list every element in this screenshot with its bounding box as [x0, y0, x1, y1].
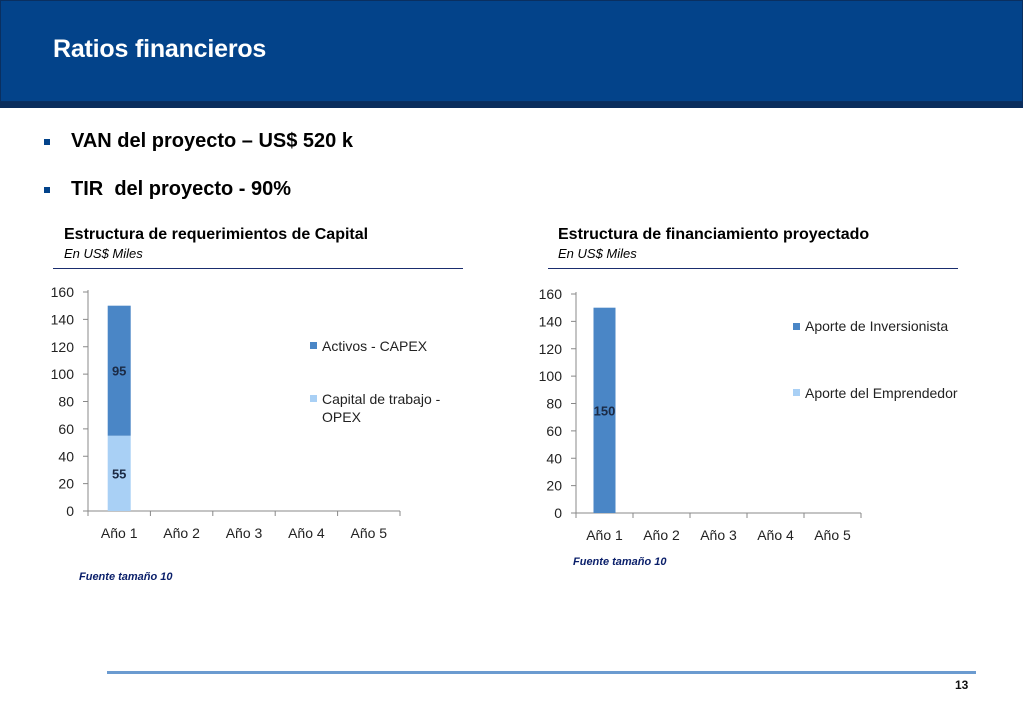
y-tick-label: 80 [546, 396, 562, 412]
legend-label: Aporte de Inversionista [805, 318, 948, 334]
bullet-square-icon [44, 187, 50, 193]
x-tick-label: Año 1 [101, 525, 138, 541]
panel-rule-right [548, 268, 958, 269]
page-number: 13 [955, 678, 969, 692]
x-tick-label: Año 3 [226, 525, 263, 541]
y-tick-label: 140 [51, 311, 75, 327]
y-tick-label: 20 [546, 478, 562, 494]
data-label: 95 [112, 364, 126, 379]
bar-segment [593, 307, 616, 513]
y-tick-label: 120 [51, 339, 75, 355]
source-note-left: Fuente tamaño 10 [79, 571, 173, 583]
header-underline [0, 102, 1023, 108]
y-tick-label: 60 [546, 423, 562, 439]
bar-segment [107, 305, 131, 436]
x-tick-label: Año 2 [163, 525, 200, 541]
y-tick-label: 60 [58, 421, 74, 437]
y-tick-label: 100 [539, 368, 563, 384]
legend-swatch [793, 323, 800, 330]
y-tick-label: 80 [58, 394, 74, 410]
chart-subtitle-left: En US$ Miles [64, 246, 143, 261]
x-tick-label: Año 2 [643, 527, 680, 543]
y-tick-label: 120 [539, 341, 563, 357]
x-tick-label: Año 4 [757, 527, 794, 543]
legend-swatch [793, 389, 800, 396]
y-tick-label: 140 [539, 313, 563, 329]
footer-rule [107, 671, 976, 674]
bar-segment [107, 435, 131, 511]
source-note-right: Fuente tamaño 10 [573, 556, 667, 568]
chart-capital-requirements: 0 20 40 60 80 100 120 140 160 Año 1 Año 2 Año 3 Año … [51, 284, 441, 541]
y-tick-label: 0 [554, 505, 562, 521]
legend-label: Capital de trabajo -OPEX [322, 391, 441, 425]
data-label: 150 [594, 403, 616, 418]
legend-swatch [310, 395, 317, 402]
x-tick-label: Año 5 [814, 527, 851, 543]
data-label: 55 [112, 466, 126, 481]
bullet-square-icon [44, 139, 50, 145]
y-tick-label: 160 [51, 284, 75, 300]
y-tick-label: 40 [546, 450, 562, 466]
legend-swatch [310, 342, 317, 349]
chart-financing-structure: 0 20 40 60 80 100 120 140 160 Año 1 Año 2 Año 3 Año … [539, 286, 958, 543]
legend-label: Activos - CAPEX [322, 338, 428, 354]
x-tick-label: Año 3 [700, 527, 737, 543]
x-tick-label: Año 1 [586, 527, 623, 543]
legend-label: Aporte del Emprendedor [805, 385, 958, 401]
header-bar: Ratios financieros [0, 0, 1023, 102]
chart-title-left: Estructura de requerimientos de Capital [64, 226, 369, 243]
page-title: Ratios financieros [53, 35, 267, 63]
bullet-text: VAN del proyecto – US$ 520 k [71, 130, 353, 152]
y-tick-label: 160 [539, 286, 563, 302]
y-tick-label: 20 [58, 476, 74, 492]
chart-title-right: Estructura de financiamiento proyectado [558, 226, 870, 243]
x-tick-label: Año 5 [351, 525, 388, 541]
panel-rule-left [53, 268, 463, 269]
y-tick-label: 0 [66, 503, 74, 519]
x-tick-label: Año 4 [288, 525, 325, 541]
y-tick-label: 100 [51, 366, 75, 382]
bullet-text: TIR del proyecto - 90% [71, 178, 292, 200]
chart-subtitle-right: En US$ Miles [558, 246, 637, 261]
y-tick-label: 40 [58, 448, 74, 464]
